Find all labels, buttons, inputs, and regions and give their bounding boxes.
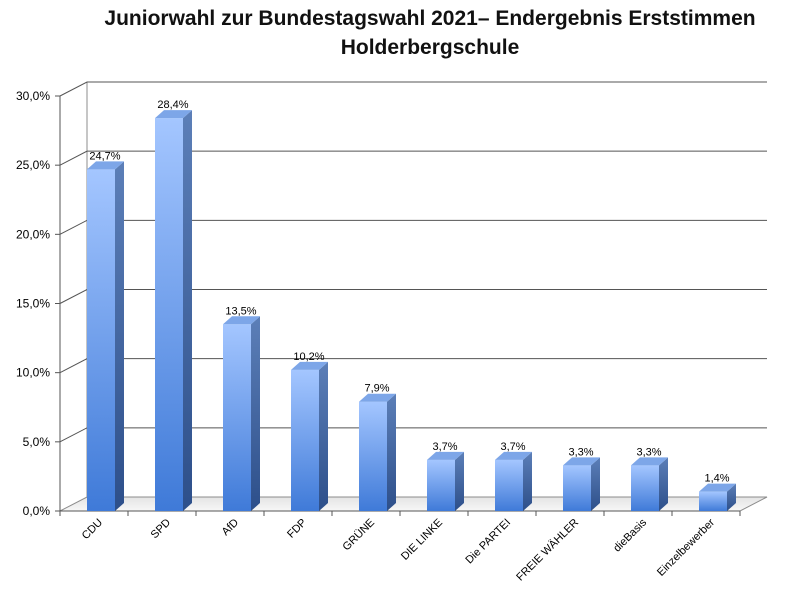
bar-side xyxy=(727,483,736,511)
bar-top xyxy=(563,457,600,466)
bar xyxy=(495,451,532,511)
bar-side xyxy=(591,457,600,511)
bar-front xyxy=(699,491,727,511)
bar-front xyxy=(87,169,115,512)
data-label: 13,5% xyxy=(225,305,256,317)
bar-front xyxy=(427,459,455,511)
bar-top xyxy=(223,316,260,325)
bar-side xyxy=(319,361,328,511)
y-tick-label: 10,0% xyxy=(16,366,50,380)
bar-top xyxy=(87,161,124,170)
bar-front xyxy=(155,118,183,511)
y-tick-label: 0,0% xyxy=(23,504,51,518)
bar-front xyxy=(631,465,659,511)
bar-side xyxy=(523,451,532,511)
bar-front xyxy=(563,465,591,511)
category-label: CDU xyxy=(80,517,105,542)
bar-front xyxy=(291,369,319,511)
bar-top xyxy=(495,451,532,460)
data-label: 10,2% xyxy=(293,351,324,363)
bar xyxy=(563,457,600,511)
category-label: GRÜNE xyxy=(341,517,378,554)
category-label: SPD xyxy=(149,517,174,542)
data-label: 1,4% xyxy=(704,473,729,485)
category-label: DIE LINKE xyxy=(399,517,445,563)
chart-title-block: Juniorwahl zur Bundestagswahl 2021– Ende… xyxy=(80,4,780,62)
bar-top xyxy=(699,483,736,492)
bar xyxy=(631,457,668,511)
y-tick-label: 20,0% xyxy=(16,227,50,241)
data-label: 3,7% xyxy=(432,441,457,453)
gridline xyxy=(59,81,767,97)
bar-top xyxy=(427,451,464,460)
bar-top xyxy=(155,110,192,119)
data-label: 3,3% xyxy=(568,446,593,458)
bar-front xyxy=(359,401,387,511)
bar xyxy=(427,451,464,511)
chart-title: Juniorwahl zur Bundestagswahl 2021– Ende… xyxy=(104,7,756,30)
bar-side xyxy=(251,316,260,511)
chart-subtitle: Holderbergschule xyxy=(340,36,520,59)
bar-top xyxy=(291,361,328,370)
bar xyxy=(291,361,328,511)
y-tick-label: 5,0% xyxy=(23,435,51,449)
bar xyxy=(223,316,260,511)
category-label: AfD xyxy=(220,517,241,538)
bar xyxy=(155,110,192,511)
category-label: Die PARTEI xyxy=(463,517,513,567)
gridline xyxy=(59,150,767,166)
category-label: Einzelbewerber xyxy=(655,516,717,578)
data-label: 3,7% xyxy=(500,441,525,453)
data-label: 3,3% xyxy=(636,446,661,458)
bar xyxy=(87,161,124,512)
bar-top xyxy=(631,457,668,466)
data-label: 28,4% xyxy=(157,99,188,111)
bar xyxy=(699,483,736,511)
category-label: FDP xyxy=(285,517,309,541)
category-label: dieBasis xyxy=(611,516,649,554)
data-label: 7,9% xyxy=(364,383,389,395)
bar-top xyxy=(359,393,396,402)
bar-side xyxy=(387,393,396,511)
bar-side xyxy=(455,451,464,511)
bar-side xyxy=(183,110,192,511)
category-label: FREIE WÄHLER xyxy=(514,517,581,584)
y-tick-label: 30,0% xyxy=(16,89,50,103)
bar-side xyxy=(659,457,668,511)
y-tick-label: 15,0% xyxy=(16,297,50,311)
bar-side xyxy=(115,161,124,512)
bar xyxy=(359,393,396,511)
bar-front xyxy=(495,459,523,511)
y-tick-label: 25,0% xyxy=(16,158,50,172)
data-label: 24,7% xyxy=(89,150,120,162)
bar-front xyxy=(223,324,251,511)
